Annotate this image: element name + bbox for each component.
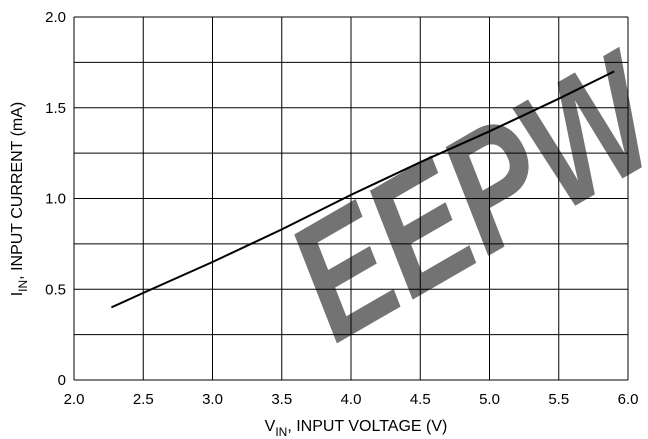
x-axis-title: VIN, INPUT VOLTAGE (V)	[265, 418, 448, 439]
y-tick-label: 0	[58, 372, 66, 389]
series-line	[110, 70, 615, 309]
x-tick-labels: 2.0 2.5 3.0 3.5 4.0 4.5 5.0 5.5 6.0	[64, 391, 639, 408]
x-tick-label: 4.0	[341, 391, 362, 408]
x-tick-label: 5.5	[548, 391, 569, 408]
y-tick-label: 2.0	[45, 9, 66, 26]
x-tick-label: 4.5	[410, 391, 431, 408]
y-tick-label: 0.5	[45, 281, 66, 298]
watermark-text: EEPW	[259, 15, 648, 375]
x-tick-label: 3.5	[271, 391, 292, 408]
grid	[73, 16, 629, 381]
watermark-logo: EEPW	[259, 15, 648, 375]
y-tick-label: 1.5	[45, 100, 66, 117]
x-tick-label: 3.0	[202, 391, 223, 408]
x-tick-label: 2.5	[133, 391, 154, 408]
x-tick-label: 5.0	[479, 391, 500, 408]
series-layer	[110, 70, 615, 309]
x-tick-label: 2.0	[64, 391, 85, 408]
y-tick-label: 1.0	[45, 191, 66, 208]
y-tick-labels: 0 0.5 1.0 1.5 2.0	[45, 9, 66, 389]
x-tick-label: 6.0	[618, 391, 639, 408]
y-axis-title: IIN, INPUT CURRENT (mA)	[9, 102, 30, 297]
